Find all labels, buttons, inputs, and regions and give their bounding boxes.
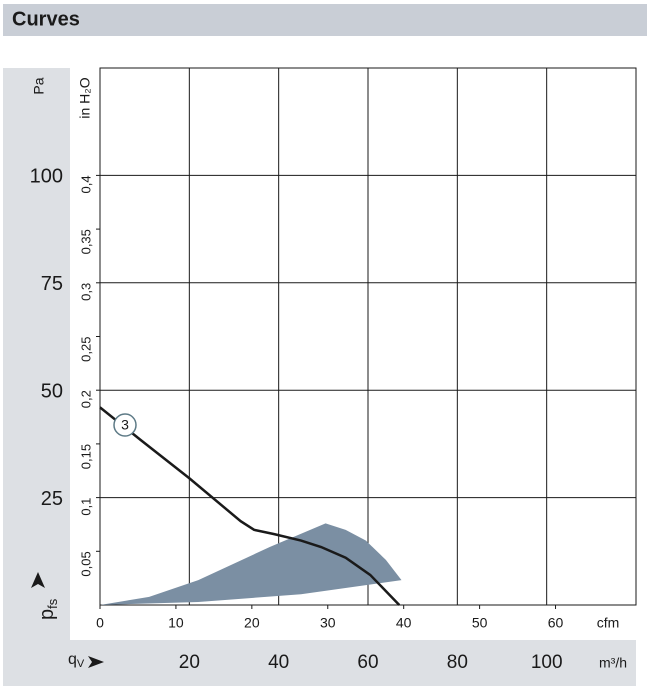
x2-axis-label: cfm (597, 615, 620, 631)
y-axis-label: Pa (31, 77, 47, 94)
x2-tick-label: 10 (168, 615, 184, 631)
curve-label: 3 (121, 417, 129, 433)
curve (99, 406, 401, 606)
x2-tick-label: 50 (472, 615, 488, 631)
header-title: Curves (12, 8, 80, 30)
header-bar (3, 4, 647, 36)
y2-tick-label: 0,4 (78, 175, 93, 193)
y2-tick-label: 0,25 (78, 337, 93, 362)
y-arrow (31, 572, 45, 588)
y2-tick-label: 0,35 (78, 229, 93, 254)
operating-range (100, 523, 402, 605)
x-arrow (88, 656, 104, 668)
x2-tick-label: 40 (396, 615, 412, 631)
y-quantity-sub: fs (45, 598, 60, 609)
x2-tick-label: 0 (96, 615, 104, 631)
bottom-panel (3, 640, 636, 686)
x-tick-label: 40 (268, 652, 289, 673)
y-tick-label: 100 (30, 166, 63, 188)
y-tick-label: 75 (41, 273, 63, 295)
x2-tick-label: 60 (548, 615, 564, 631)
x2-tick-label: 30 (320, 615, 336, 631)
y2-tick-label: 0,15 (78, 444, 93, 469)
x-quantity: qV (68, 651, 85, 670)
x-axis-label: m³/h (599, 655, 627, 671)
left-panel (3, 68, 70, 640)
x-tick-label: 60 (357, 652, 378, 673)
y-tick-label: 25 (41, 488, 63, 510)
x-tick-label: 20 (179, 652, 200, 673)
y2-axis-label: in H₂O (77, 77, 93, 118)
y2-tick-label: 0,3 (78, 283, 93, 301)
x-quantity-sub: V (77, 658, 85, 670)
curve-marker (113, 413, 137, 437)
x-quantity-main: q (68, 651, 77, 668)
y2-tick-label: 0,2 (78, 390, 93, 408)
y-tick-label: 50 (41, 380, 63, 402)
y2-tick-label: 0,05 (78, 551, 93, 576)
x-tick-label: 100 (531, 652, 563, 673)
y-quantity-main: p (36, 609, 58, 620)
y-quantity: pfs (36, 598, 60, 620)
x-tick-label: 80 (447, 652, 468, 673)
y2-tick-label: 0,1 (78, 498, 93, 516)
x2-tick-label: 20 (244, 615, 260, 631)
